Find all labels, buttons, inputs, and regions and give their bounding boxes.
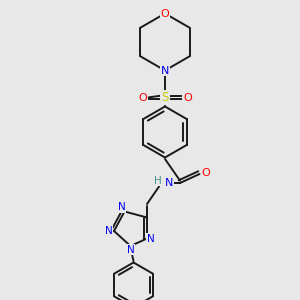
Text: S: S	[161, 91, 169, 104]
Text: N: N	[127, 244, 134, 255]
Text: N: N	[161, 65, 169, 76]
Text: O: O	[160, 8, 169, 19]
Text: O: O	[138, 92, 147, 103]
Text: O: O	[202, 167, 211, 178]
Text: O: O	[183, 92, 192, 103]
Text: N: N	[147, 233, 154, 244]
Text: N: N	[105, 226, 112, 236]
Text: N: N	[165, 178, 173, 188]
Text: N: N	[118, 202, 125, 212]
Text: H: H	[154, 176, 162, 186]
